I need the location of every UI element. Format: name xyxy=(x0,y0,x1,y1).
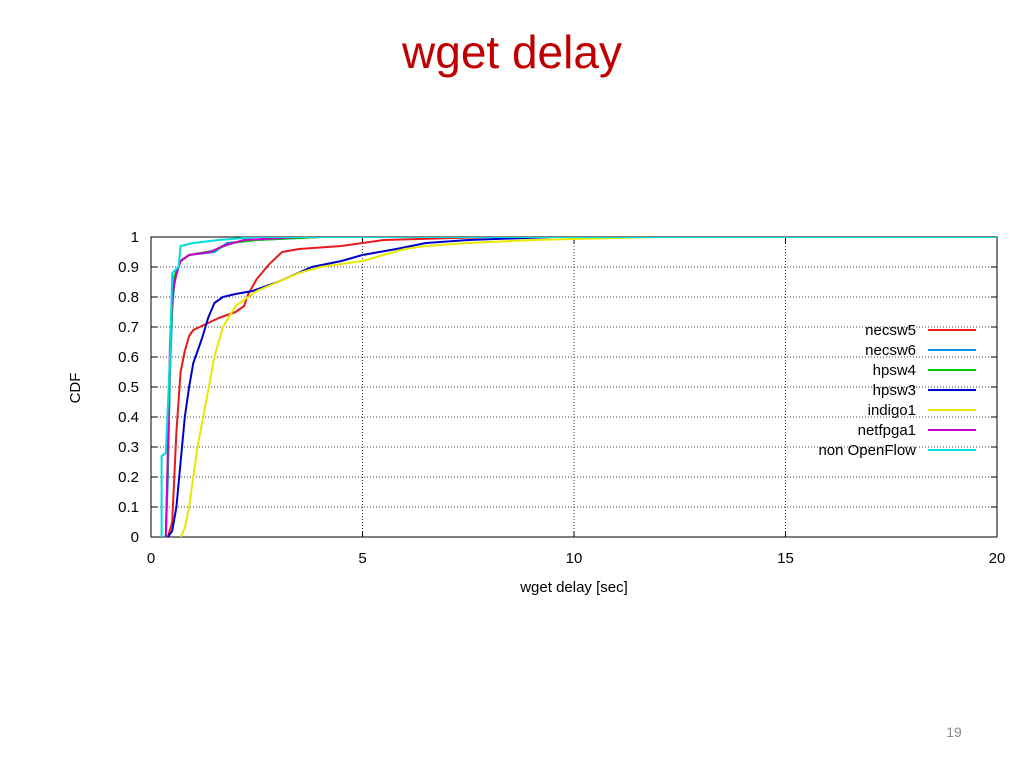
legend-label-necsw5: necsw5 xyxy=(865,322,916,339)
y-tick-label: 0.6 xyxy=(118,349,139,366)
legend-label-necsw6: necsw6 xyxy=(865,342,916,359)
series-line-hpsw3 xyxy=(167,237,997,537)
y-tick-label: 1 xyxy=(131,229,139,246)
series-lines xyxy=(160,237,997,537)
page-number: 19 xyxy=(946,724,962,740)
series-line-indigo1 xyxy=(179,237,997,537)
legend-label-netfpga1: netfpga1 xyxy=(858,422,916,439)
x-tick-label: 10 xyxy=(566,550,583,567)
legend-label-non-openflow: non OpenFlow xyxy=(818,442,916,459)
legend-label-hpsw4: hpsw4 xyxy=(873,362,916,379)
y-tick-label: 0.3 xyxy=(118,439,139,456)
x-tick-label: 0 xyxy=(147,550,155,567)
y-tick-label: 0.5 xyxy=(118,379,139,396)
legend-label-indigo1: indigo1 xyxy=(868,402,916,419)
y-tick-label: 0.7 xyxy=(118,319,139,336)
legend-label-hpsw3: hpsw3 xyxy=(873,382,916,399)
grid xyxy=(150,236,998,538)
y-tick-label: 0 xyxy=(131,529,139,546)
slide-title: wget delay xyxy=(402,26,622,78)
tick-labels: 00.10.20.30.40.50.60.70.80.910 5 10 15 20 xyxy=(118,229,1005,567)
x-axis-label: wget delay [sec] xyxy=(519,579,628,596)
x-tick-label: 20 xyxy=(989,550,1006,567)
y-tick-label: 0.8 xyxy=(118,289,139,306)
x-tick-label: 5 xyxy=(358,550,366,567)
legend: necsw5 necsw6 hpsw4 hpsw3 indigo1 netfpga1 non… xyxy=(818,322,976,459)
series-line-necsw5 xyxy=(166,237,997,537)
y-tick-label: 0.2 xyxy=(118,469,139,486)
x-tick-label: 15 xyxy=(777,550,794,567)
y-tick-label: 0.1 xyxy=(118,499,139,516)
y-tick-label: 0.9 xyxy=(118,259,139,276)
series-line-non-openflow xyxy=(160,237,997,537)
y-tick-label: 0.4 xyxy=(118,409,139,426)
y-axis-label: CDF xyxy=(67,373,84,404)
